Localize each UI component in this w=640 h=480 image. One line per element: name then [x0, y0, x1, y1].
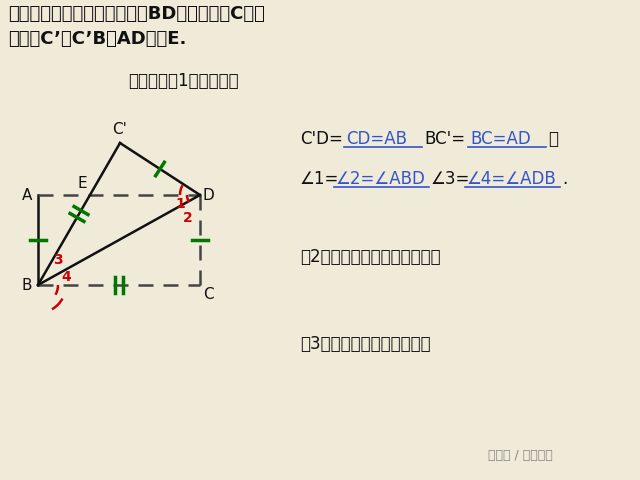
Text: .: .: [562, 170, 567, 188]
Text: ∠3=: ∠3=: [431, 170, 470, 188]
Text: 应点为C’，C’B交AD于点E.: 应点为C’，C’B交AD于点E.: [8, 30, 186, 48]
Text: 头条号 / 第一课室: 头条号 / 第一课室: [488, 449, 553, 462]
Text: （2）图中有哪些全等三角形？: （2）图中有哪些全等三角形？: [300, 248, 440, 266]
Text: E: E: [77, 176, 87, 191]
Text: D: D: [203, 188, 215, 203]
Text: ；: ；: [548, 130, 558, 148]
Text: C': C': [113, 122, 127, 137]
Text: 2: 2: [183, 211, 193, 225]
Text: 1: 1: [175, 197, 185, 211]
Text: B: B: [22, 277, 32, 292]
Text: 折法一：将矩形纸片沿对角线BD折叠，记点C的对: 折法一：将矩形纸片沿对角线BD折叠，记点C的对: [8, 5, 265, 23]
Text: BC'=: BC'=: [424, 130, 465, 148]
Text: C: C: [203, 287, 214, 302]
Text: ∠2=∠ABD: ∠2=∠ABD: [336, 170, 426, 188]
Text: ∠4=∠ADB: ∠4=∠ADB: [467, 170, 557, 188]
Text: BC=AD: BC=AD: [470, 130, 531, 148]
Text: （3）重叠部分是什么图形？: （3）重叠部分是什么图形？: [300, 335, 431, 353]
Text: C'D=: C'D=: [300, 130, 343, 148]
Text: A: A: [22, 188, 32, 203]
Text: 4: 4: [61, 270, 71, 284]
Text: CD=AB: CD=AB: [346, 130, 407, 148]
Text: 说一说：（1）折叠后：: 说一说：（1）折叠后：: [128, 72, 239, 90]
Text: ∠1=: ∠1=: [300, 170, 339, 188]
Text: 3: 3: [53, 253, 63, 267]
